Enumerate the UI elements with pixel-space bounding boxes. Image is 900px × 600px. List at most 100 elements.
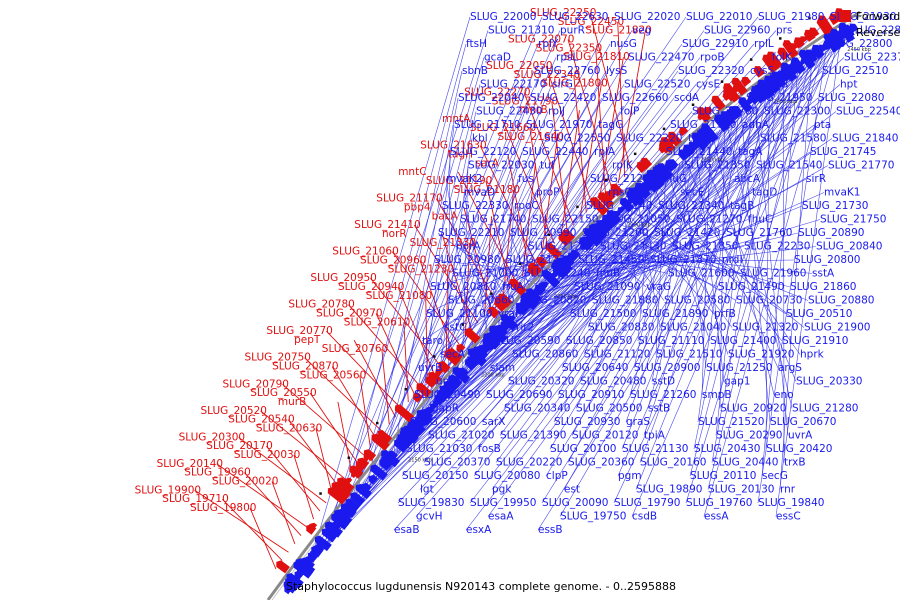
forward-gene-label: murB xyxy=(278,396,306,408)
forward-gene-label: SLUG_22340 xyxy=(514,69,580,81)
reverse-gene-label: SLUG_22800 xyxy=(826,38,892,50)
forward-connector-line xyxy=(381,348,390,425)
reverse-connector-line xyxy=(397,58,815,504)
reverse-gene-label: SLUG_21520 xyxy=(698,416,764,428)
reverse-gene-label: SLUG_21040 xyxy=(660,322,726,334)
reverse-connector-line xyxy=(423,89,772,463)
reverse-gene-label: SLUG_20930 xyxy=(554,416,620,428)
reverse-gene-label: essC xyxy=(776,511,801,523)
forward-gene-arrow xyxy=(610,183,624,197)
forward-connector-line xyxy=(221,498,283,561)
reverse-gene-arrow xyxy=(588,230,601,243)
reverse-gene-label: hprk xyxy=(800,349,825,361)
reverse-connector-line xyxy=(693,92,768,450)
reverse-connector-line xyxy=(595,239,647,288)
rna-marker xyxy=(518,262,522,265)
forward-gene-arrow xyxy=(377,429,393,445)
forward-gene-arrow xyxy=(528,262,543,276)
reverse-gene-label: SLUG_22040 xyxy=(458,92,524,104)
forward-gene-label: SLUG_20790 xyxy=(223,378,289,390)
reverse-connector-line xyxy=(637,200,661,328)
reverse-connector-line xyxy=(617,73,794,477)
reverse-gene-label: SLUG_22850 xyxy=(848,25,900,37)
reverse-gene-arrow xyxy=(300,557,315,571)
reverse-gene-label: mvaK2 xyxy=(446,173,482,185)
reverse-connector-line xyxy=(639,84,780,463)
forward-gene-arrow xyxy=(425,376,438,388)
reverse-gene-label: SLUG_22230 xyxy=(744,241,810,253)
rna-marker xyxy=(461,323,464,326)
reverse-gene-label: SLUG_21910 xyxy=(782,335,848,347)
reverse-gene-label: essA xyxy=(704,511,729,523)
forward-connector-line xyxy=(287,419,340,488)
reverse-gene-label: SLUG_20890 xyxy=(798,227,864,239)
reverse-gene-label: esxA xyxy=(466,524,492,536)
reverse-gene-label: SLUG_21490 xyxy=(718,281,784,293)
reverse-gene-arrow xyxy=(520,297,533,311)
forward-connector-line xyxy=(375,313,416,395)
reverse-connector-line xyxy=(639,198,733,328)
reverse-connector-line xyxy=(477,98,761,450)
reverse-gene-label: SLUG_20900 xyxy=(634,362,700,374)
forward-gene-label: SLUG_21800 xyxy=(541,78,607,90)
gene-features xyxy=(276,8,859,595)
forward-connector-line xyxy=(282,383,365,456)
reverse-connector-line xyxy=(685,52,824,504)
forward-gene-label: SLUG_19960 xyxy=(184,467,250,479)
reverse-gene-label: lgt xyxy=(420,484,434,496)
reverse-gene-label: secA xyxy=(440,349,466,361)
forward-gene-arrow xyxy=(723,83,741,103)
reverse-gene-label: SLUG_21000 xyxy=(452,268,518,280)
forward-connector-line xyxy=(304,357,384,433)
reverse-gene-label: SLUG_21840 xyxy=(832,133,898,145)
reverse-gene-label: SLUG_21950 xyxy=(746,92,812,104)
reverse-gene-label: rpoB xyxy=(700,52,725,64)
reverse-gene-label: esaA xyxy=(488,511,514,523)
reverse-connector-line xyxy=(621,94,765,450)
reverse-connector-line xyxy=(567,85,777,463)
reverse-gene-label: SLUG_21110 xyxy=(638,335,704,347)
reverse-connector-line xyxy=(575,129,721,409)
reverse-gene-label: SLUG_22370 xyxy=(844,52,900,64)
reverse-gene-label: SLUG_21780 xyxy=(692,106,758,118)
reverse-gene-label: SLUG_22150 xyxy=(532,214,598,226)
reverse-gene-label: SLUG_20370 xyxy=(424,457,490,469)
rna-marker xyxy=(662,127,666,131)
reverse-connector-line xyxy=(485,143,704,396)
reverse-connector-line xyxy=(336,43,467,533)
reverse-gene-label: SLUG_20580 xyxy=(664,295,730,307)
reverse-gene-label: SLUG_21030 xyxy=(406,443,472,455)
reverse-gene-label: rpsL xyxy=(556,52,578,64)
reverse-gene-label: rplK xyxy=(612,160,634,172)
forward-gene-label: SLUG_20630 xyxy=(256,422,322,434)
reverse-gene-label: SLUG_21890 xyxy=(642,308,708,320)
forward-gene-arrow xyxy=(438,361,451,374)
reverse-gene-arrow xyxy=(776,70,789,84)
forward-gene-label: SLUG_22350 xyxy=(536,42,602,54)
forward-gene-arrow xyxy=(416,382,432,398)
forward-gene-arrow xyxy=(777,47,790,61)
forward-gene-label: SLUG_21080 xyxy=(366,290,432,302)
reverse-connector-line xyxy=(545,75,791,477)
reverse-connector-line xyxy=(779,60,813,490)
reverse-gene-arrow xyxy=(646,169,665,190)
reverse-gene-arrow xyxy=(321,527,338,543)
reverse-gene-label: SLUG_20800 xyxy=(794,254,860,266)
reverse-gene-arrow xyxy=(771,71,787,89)
forward-gene-label: SLUG_21660 xyxy=(470,122,536,134)
forward-connector-line xyxy=(523,92,574,226)
reverse-gene-label: SLUG_19890 xyxy=(636,484,702,496)
reverse-gene-label: SLUG_20340 xyxy=(504,403,570,415)
reverse-connector-line xyxy=(415,49,829,517)
reverse-gene-label: SLUG_22910 xyxy=(682,38,748,50)
forward-gene-label: SLUG_21810 xyxy=(563,51,629,63)
forward-connector-line xyxy=(337,401,352,472)
reverse-gene-label: SLUG_19830 xyxy=(398,497,464,509)
forward-gene-label: SLUG_20610 xyxy=(344,316,410,328)
reverse-connector-line xyxy=(481,120,732,423)
reverse-gene-arrow xyxy=(419,408,434,422)
reverse-connector-line xyxy=(366,70,535,494)
forward-gene-label: pepT xyxy=(294,334,321,346)
rna-marker xyxy=(347,456,351,459)
reverse-gene-arrow xyxy=(345,498,361,513)
